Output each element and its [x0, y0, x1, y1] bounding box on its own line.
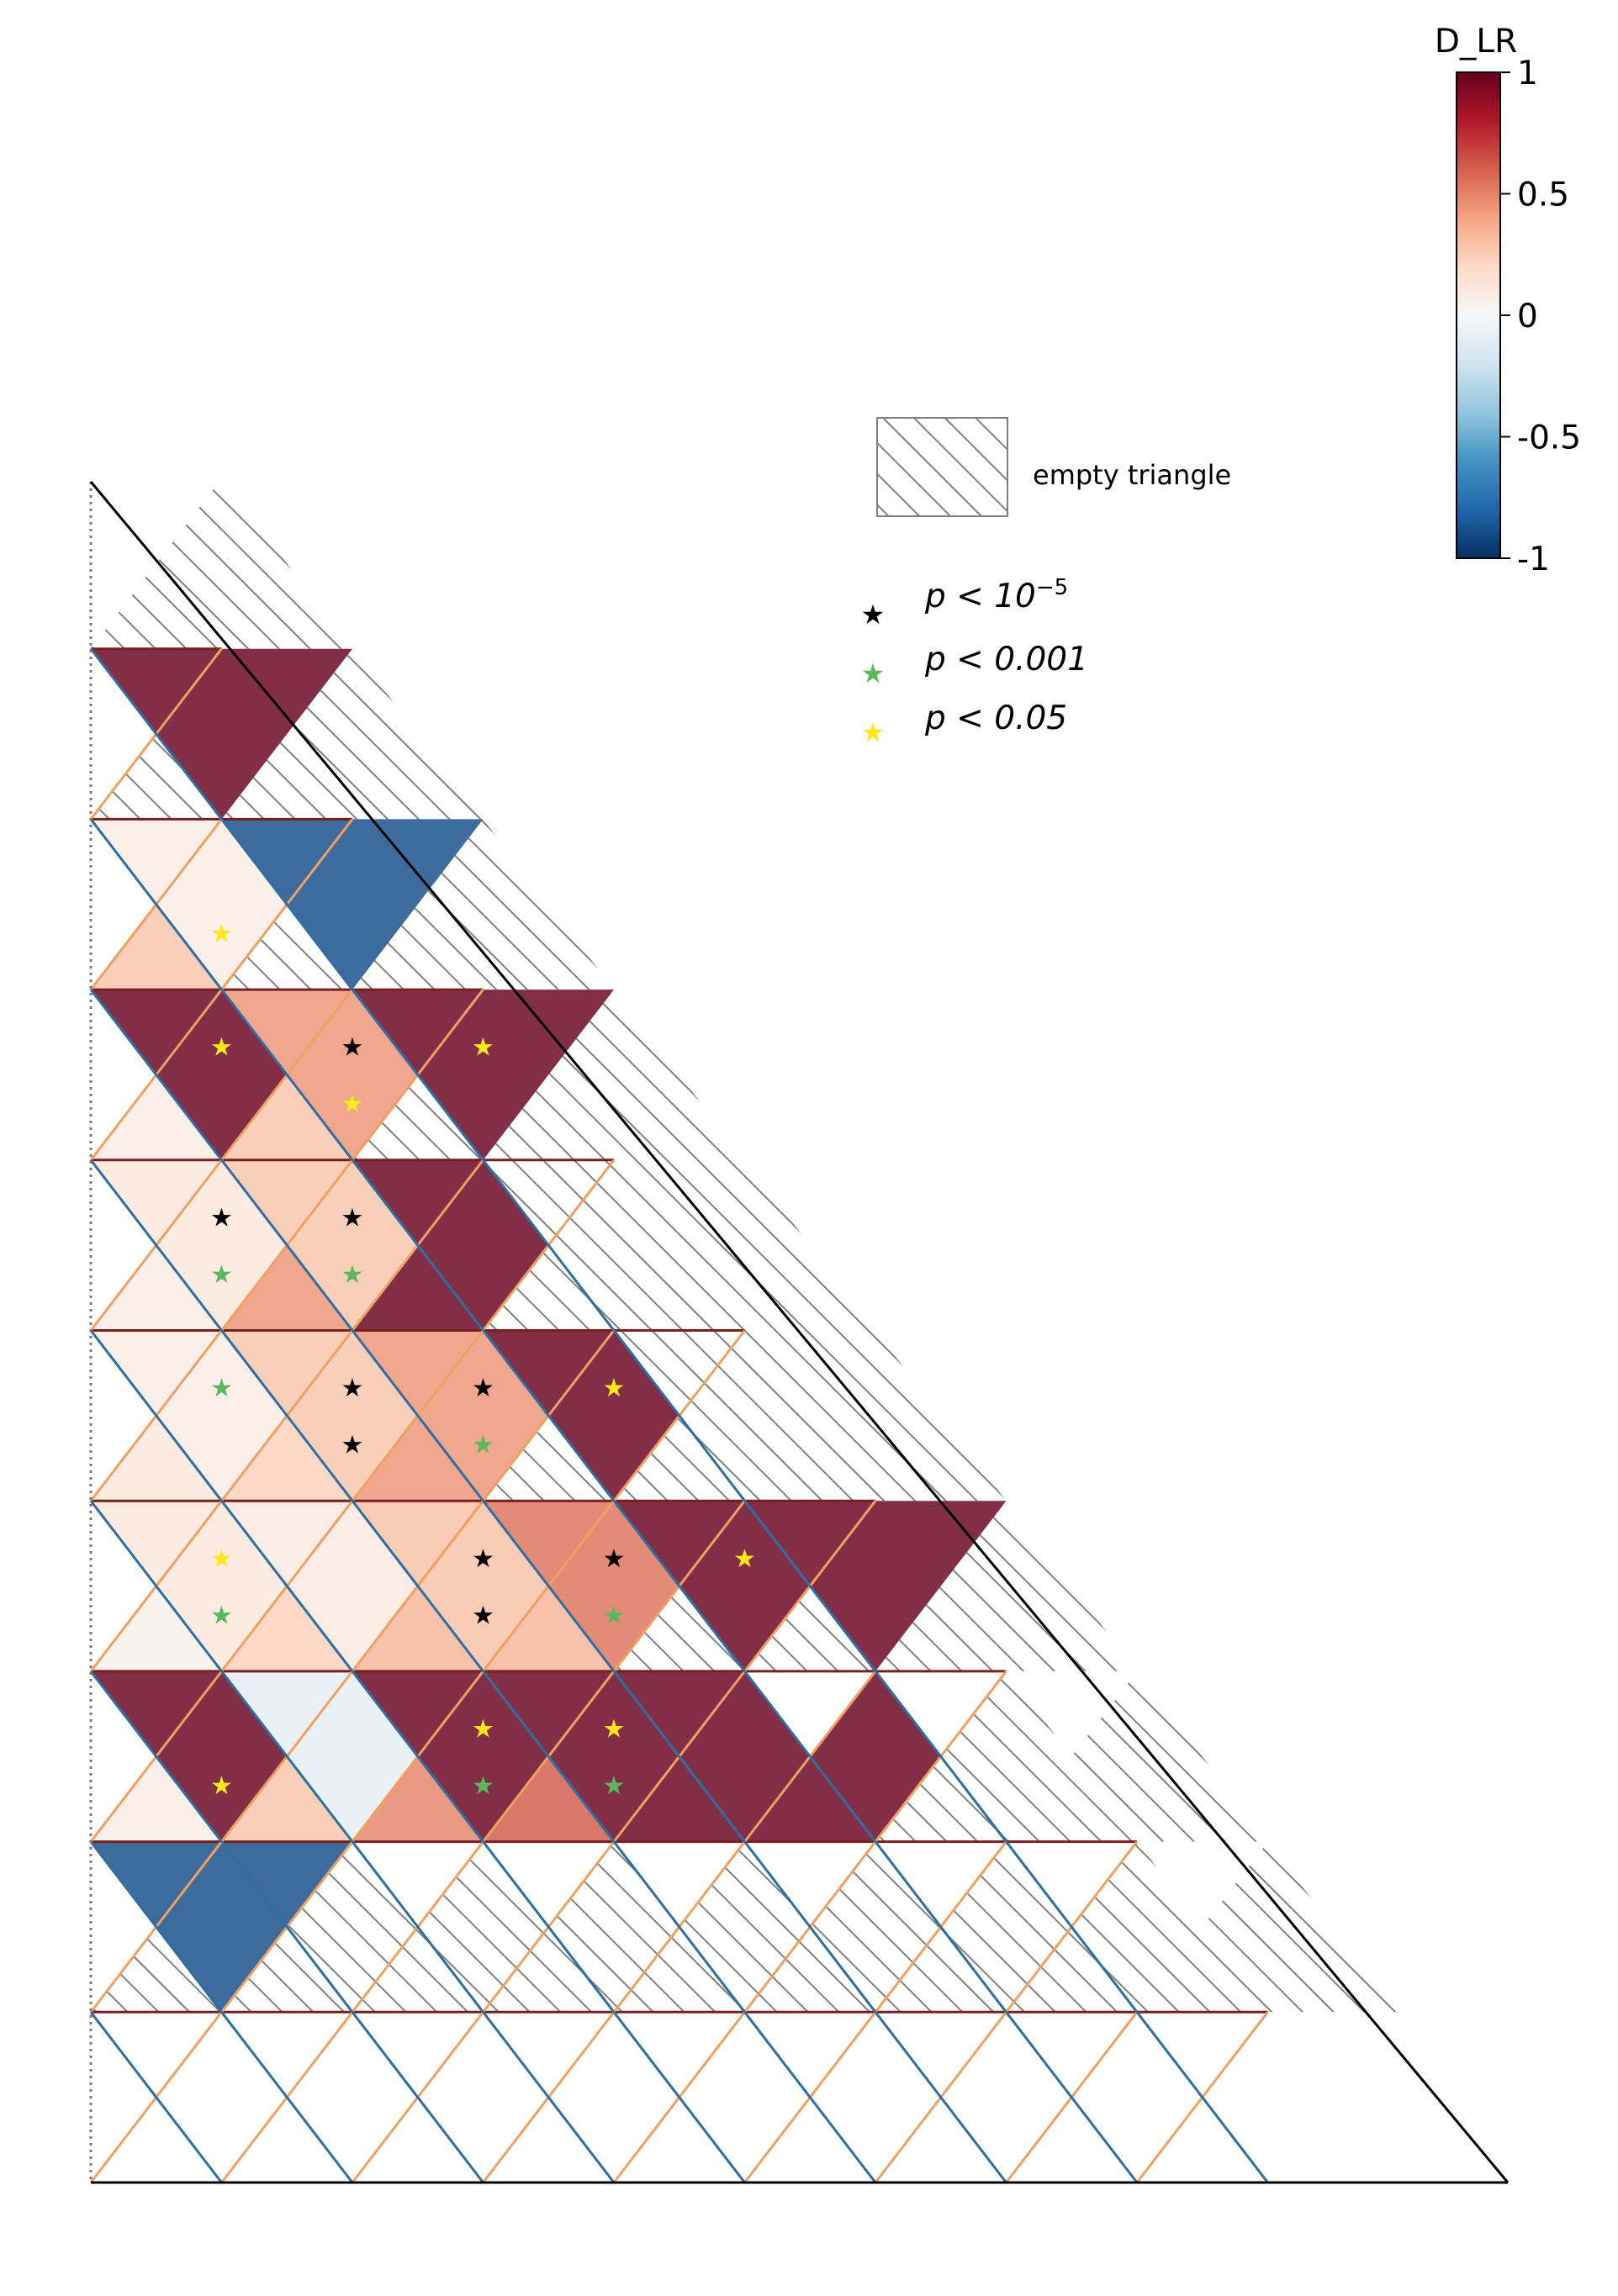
grid-line-falling	[89, 1159, 877, 2183]
colorbar-tick-label: -0.5	[1517, 420, 1581, 457]
significance-star: ★	[341, 1033, 364, 1063]
significance-star: ★	[472, 1601, 494, 1630]
empty-triangle-label: empty triangle	[1033, 459, 1231, 491]
hypotenuse-edge	[89, 481, 1510, 2183]
significance-star: ★	[603, 1601, 626, 1630]
empty-triangle-swatch	[876, 417, 1008, 517]
colorbar-gradient	[1456, 71, 1501, 559]
significance-star: ★	[603, 1771, 626, 1801]
empty-triangle-cell	[352, 819, 614, 990]
significance-star: ★	[472, 1374, 494, 1403]
colorbar-tick-label: 1	[1517, 55, 1538, 92]
significance-star: ★	[603, 1374, 626, 1403]
grid-line-falling	[89, 1329, 746, 2183]
heatmap-cell-down	[91, 1841, 352, 2013]
colorbar: D_LR 1 0.5 0 -0.5 -1	[1435, 23, 1581, 578]
significance-star: ★	[603, 1544, 626, 1574]
significance-star: ★	[210, 1601, 233, 1630]
legend-label-p2: p < 0.001	[924, 641, 1088, 678]
significance-star: ★	[603, 1714, 626, 1744]
grid-line-falling	[89, 1500, 616, 2183]
significance-star: ★	[472, 1544, 494, 1574]
heatmap-cell-down	[91, 648, 352, 820]
significance-star: ★	[472, 1431, 494, 1460]
significance-star: ★	[210, 920, 233, 949]
empty-triangle-cell	[744, 1330, 1007, 1502]
empty-triangle-cell	[1006, 1671, 1268, 1842]
significance-star: ★	[210, 1374, 233, 1403]
significance-star: ★	[210, 1260, 233, 1290]
empty-triangle-cell	[91, 478, 352, 649]
grid-line-falling	[89, 2011, 223, 2183]
grid-line-falling	[89, 1670, 484, 2183]
legend-star-p1: ★	[861, 599, 886, 631]
significance-star: ★	[341, 1374, 364, 1403]
grid-line-falling	[89, 647, 1269, 2183]
empty-triangle-cell	[483, 990, 745, 1160]
heatmap-cells	[91, 478, 1399, 2013]
legend-entry-p2: ★ p < 0.001	[861, 641, 1088, 689]
significance-star: ★	[341, 1090, 364, 1119]
significance-star: ★	[472, 1714, 494, 1744]
legend-label-p1-exponent: −5	[1036, 575, 1068, 600]
legend-star-p2: ★	[861, 657, 886, 689]
empty-triangle-cell	[221, 648, 484, 820]
significance-star: ★	[210, 1203, 233, 1232]
colorbar-tick-label: 0.5	[1517, 177, 1569, 214]
triangle-outline	[89, 481, 1510, 2184]
significance-star: ★	[341, 1203, 364, 1232]
legend-label-p1: p < 10−5	[924, 575, 1068, 615]
legend-entry-p3: ★ p < 0.05	[861, 699, 1067, 748]
legend-star-p3: ★	[861, 716, 886, 748]
empty-triangle-cell	[1137, 1841, 1399, 2013]
significance-star: ★	[210, 1544, 233, 1574]
empty-triangle-cell	[483, 1159, 745, 1331]
colorbar-tick-label: -1	[1517, 541, 1550, 578]
empty-triangle-cell	[614, 1159, 875, 1331]
significance-markers: ★ ★ ★ ★ ★ ★ ★ ★ ★ ★ ★ ★ ★ ★ ★ ★ ★ ★ ★ ★ ★ ★ ★ ★ ★ ★ ★	[210, 920, 756, 1802]
heatmap-cell-down	[221, 819, 484, 990]
significance-star: ★	[341, 1431, 364, 1460]
significance-star: ★	[341, 1260, 364, 1290]
heatmap-cell-down	[744, 1501, 1007, 1671]
significance-star: ★	[210, 1771, 233, 1801]
heatmap-cell-down	[483, 1671, 745, 1842]
empty-triangle-cell	[614, 1330, 875, 1502]
colorbar-tick-label: 0	[1517, 298, 1538, 335]
legend-label-p3: p < 0.05	[924, 699, 1067, 737]
significance-star: ★	[733, 1544, 756, 1574]
significance-star: ★	[472, 1771, 494, 1801]
colorbar-title: D_LR	[1435, 23, 1517, 61]
triangle-grid-lines	[89, 647, 1269, 2183]
legend: empty triangle ★ p < 10−5 ★ p < 0.001 ★ …	[861, 417, 1231, 748]
colorbar-ticks: 1 0.5 0 -0.5 -1	[1500, 55, 1581, 578]
significance-star: ★	[210, 1033, 233, 1063]
grid-line-falling	[89, 818, 1139, 2183]
empty-triangle-cell	[875, 1501, 1137, 1671]
grid-line-falling	[89, 989, 1007, 2183]
significance-star: ★	[472, 1033, 494, 1063]
grid-line-falling	[89, 1840, 354, 2183]
legend-entry-p1: ★ p < 10−5	[861, 575, 1069, 631]
